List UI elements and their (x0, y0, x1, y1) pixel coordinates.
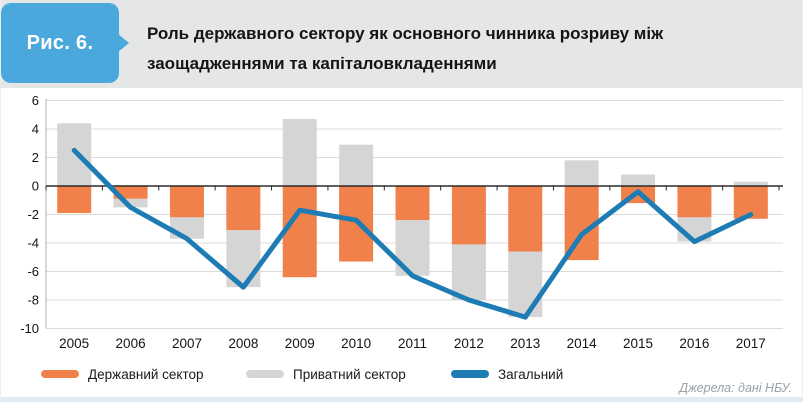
figure-header-band (1, 0, 802, 88)
bar-private-2007 (169, 217, 204, 239)
x-axis-label-2006: 2006 (116, 336, 146, 351)
figure-title-line2: заощадженнями та капіталовкладеннями (147, 54, 497, 73)
y-axis-tick-label: 0 (32, 179, 39, 194)
legend-label-total: Загальний (498, 366, 564, 382)
x-axis-label-2014: 2014 (567, 336, 598, 351)
bar-private-2009 (282, 119, 317, 186)
x-axis-label-2012: 2012 (454, 336, 484, 351)
x-axis-label-2013: 2013 (510, 336, 540, 351)
source-note: Джерела: дані НБУ. (679, 381, 792, 395)
y-axis-tick-label: -8 (27, 293, 39, 308)
legend-label-private-sector: Приватний сектор (293, 366, 406, 382)
bar-public-2008 (226, 186, 261, 231)
figure-number-label: Рис. 6. (26, 31, 94, 54)
bar-public-2013 (508, 186, 543, 252)
y-axis-tick-label: -6 (27, 264, 39, 279)
bar-private-2010 (339, 144, 374, 186)
bar-private-2014 (564, 160, 599, 186)
figure-number-badge: Рис. 6. (1, 3, 129, 83)
chart-plot-area: 6 4 2 0 -2 -4 -6 -8 -10 2005 2006 2007 2008 2009 2010 2… (20, 93, 783, 351)
y-axis-tick-label: 6 (32, 93, 39, 108)
bar-public-2016 (677, 186, 712, 218)
x-axis-label-2015: 2015 (623, 336, 653, 351)
y-axis-tick-label: -2 (27, 207, 39, 222)
y-axis-tick-label: -10 (20, 321, 39, 336)
bar-private-2005 (57, 123, 92, 186)
y-axis-tick-label: 4 (32, 122, 39, 137)
total-line (71, 147, 754, 320)
legend-item-public-sector: Державний сектор (41, 365, 204, 383)
x-axis-label-2010: 2010 (341, 336, 371, 351)
bar-public-2010 (339, 186, 374, 262)
x-axis-label-2009: 2009 (285, 336, 315, 351)
x-axis-label-2011: 2011 (398, 336, 427, 351)
x-axis-label-2017: 2017 (736, 336, 766, 351)
bar-private-2006 (113, 198, 148, 208)
bar-public-2007 (169, 186, 204, 218)
x-axis-label-2007: 2007 (172, 336, 202, 351)
bar-private-2013 (508, 251, 543, 318)
x-axis-label-2016: 2016 (679, 336, 709, 351)
bar-private-2012 (451, 244, 486, 300)
x-axis-label-2008: 2008 (228, 336, 258, 351)
badge-arrow-icon (118, 34, 129, 52)
figure-title-line1: Роль державного сектору як основного чин… (147, 24, 664, 43)
bar-public-2011 (395, 186, 430, 221)
legend-item-total: Загальний (451, 365, 563, 383)
public-sector-swatch-icon (41, 370, 79, 378)
bar-public-2005 (57, 186, 92, 214)
y-axis-tick-label: -4 (27, 236, 39, 251)
bar-private-2015 (621, 174, 656, 186)
bar-private-2017 (733, 181, 768, 186)
figure-title: Роль державного сектору як основного чин… (147, 19, 663, 79)
bottom-accent-strip (1, 397, 802, 402)
x-axis-label-2005: 2005 (59, 336, 89, 351)
legend-item-private-sector: Приватний сектор (246, 365, 406, 383)
bar-public-2012 (451, 186, 486, 245)
legend-label-public-sector: Державний сектор (88, 366, 204, 382)
total-line-swatch-icon (451, 370, 489, 378)
y-axis-tick-label: 2 (32, 150, 39, 165)
private-sector-swatch-icon (246, 370, 284, 378)
bar-public-2009 (282, 186, 317, 278)
